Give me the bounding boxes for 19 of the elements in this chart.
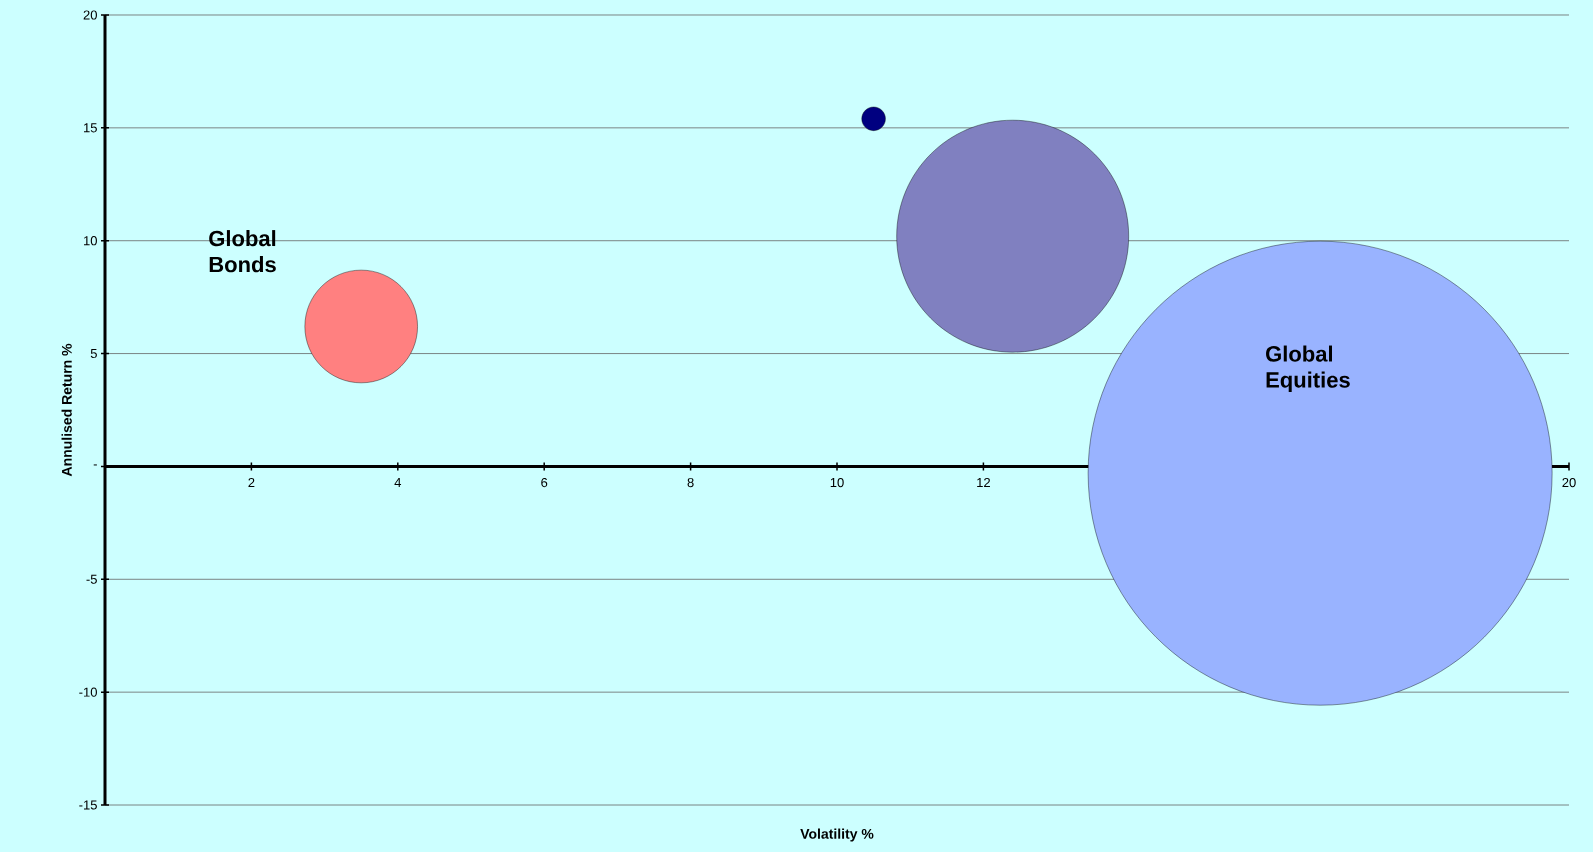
y-tick-label: 5 — [90, 349, 97, 359]
x-axis-title: Volatility % — [800, 828, 874, 842]
x-tick-label: 20 — [1562, 477, 1576, 488]
x-tick-label: 10 — [830, 477, 844, 488]
series-label: Global Equities — [1266, 345, 1350, 393]
y-tick-label: -15 — [79, 800, 97, 810]
y-tick-label: - — [93, 464, 97, 466]
x-tick-label: 6 — [541, 477, 548, 488]
y-tick-label: -10 — [79, 687, 97, 697]
y-tick-label: 10 — [84, 236, 97, 246]
y-tick-label: 15 — [84, 123, 97, 133]
x-tick-label: 4 — [394, 477, 402, 487]
x-tick-label: 12 — [977, 477, 990, 488]
text: Global Bonds — [209, 230, 276, 273]
x-tick-label: 8 — [687, 477, 694, 488]
y-axis-title: Annulised Return % — [61, 343, 72, 477]
y-tick-label: 20 — [83, 10, 97, 20]
y-tick-label: -5 — [86, 574, 97, 584]
x-tick-label: 2 — [248, 477, 255, 488]
